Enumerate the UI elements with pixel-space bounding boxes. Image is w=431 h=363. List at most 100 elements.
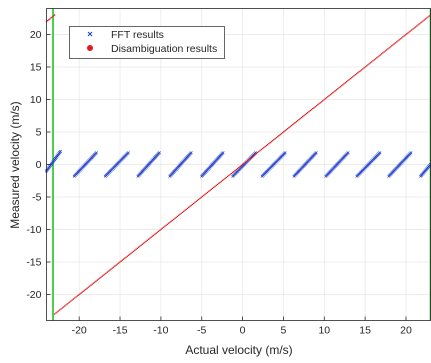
disambiguation-point (253, 154, 255, 157)
disambiguation-point (104, 273, 106, 275)
disambiguation-point (151, 235, 154, 238)
disambiguation-point (385, 49, 388, 51)
disambiguation-point (281, 131, 284, 134)
disambiguation-point (112, 266, 115, 268)
disambiguation-point (382, 52, 384, 54)
disambiguation-point (236, 167, 239, 170)
legend-label-disambiguation: Disambiguation results (111, 43, 217, 55)
disambiguation-point (152, 234, 155, 237)
disambiguation-point (374, 58, 377, 60)
disambiguation-point (304, 113, 306, 116)
x-tick-label: 20 (400, 325, 412, 337)
disambiguation-point (167, 222, 170, 225)
disambiguation-point (420, 21, 423, 23)
disambiguation-point (99, 277, 101, 279)
disambiguation-point (55, 312, 57, 314)
y-axis-label: Measured velocity (m/s) (8, 101, 22, 228)
disambiguation-point (284, 129, 286, 132)
disambiguation-point (291, 123, 294, 126)
disambiguation-point (320, 100, 323, 103)
disambiguation-point (225, 176, 228, 179)
disambiguation-point (144, 241, 146, 243)
disambiguation-point (413, 27, 415, 29)
disambiguation-point (276, 135, 279, 138)
disambiguation-point (235, 168, 238, 171)
disambiguation-point (417, 24, 419, 26)
disambiguation-point (56, 311, 58, 313)
disambiguation-point (142, 242, 145, 244)
disambiguation-point (357, 72, 359, 74)
disambiguation-point (308, 110, 310, 113)
disambiguation-point (223, 178, 225, 181)
disambiguation-point (369, 62, 372, 64)
disambiguation-point (403, 35, 405, 37)
disambiguation-point (233, 170, 235, 173)
disambiguation-point (373, 59, 375, 61)
disambiguation-point (296, 119, 299, 122)
legend-box (69, 26, 225, 59)
fft-point (409, 151, 413, 155)
disambiguation-point (344, 82, 347, 84)
disambiguation-point (414, 26, 417, 28)
disambiguation-point (226, 175, 229, 178)
disambiguation-point (423, 19, 425, 21)
disambiguation-point (427, 16, 429, 18)
x-tick-label: 10 (318, 325, 330, 337)
disambiguation-point (51, 16, 54, 18)
disambiguation-point (224, 177, 226, 180)
disambiguation-point (368, 63, 370, 65)
disambiguation-point (301, 115, 304, 118)
fft-point-stroke (94, 151, 98, 155)
disambiguation-point (339, 86, 342, 88)
disambiguation-point (295, 120, 298, 123)
disambiguation-point (174, 217, 176, 220)
disambiguation-point (343, 83, 345, 85)
y-tick-label: -20 (26, 289, 41, 301)
disambiguation-point (240, 164, 243, 167)
disambiguation-point (274, 137, 276, 140)
disambiguation-point (290, 124, 293, 127)
x-tick-label: -10 (153, 325, 168, 337)
disambiguation-point (270, 140, 273, 143)
disambiguation-point (419, 22, 422, 24)
fft-point-stroke (283, 151, 287, 155)
disambiguation-point (350, 77, 353, 79)
disambiguation-point (176, 215, 179, 218)
disambiguation-point (362, 68, 364, 70)
fft-point (378, 151, 382, 155)
fft-point (94, 151, 98, 155)
disambiguation-point (352, 76, 354, 78)
fft-point-stroke (254, 151, 258, 155)
disambiguation-point (190, 204, 192, 207)
disambiguation-point (342, 84, 344, 86)
disambiguation-point (136, 247, 139, 249)
disambiguation-point (117, 262, 120, 264)
disambiguation-point (365, 65, 368, 67)
disambiguation-point (195, 200, 197, 203)
disambiguation-point (210, 188, 213, 191)
disambiguation-point (145, 240, 147, 242)
disambiguation-point (330, 92, 333, 95)
y-tick-label: 15 (30, 62, 42, 74)
disambiguation-point (387, 48, 389, 50)
legend-marker-dot-icon (87, 45, 93, 51)
disambiguation-point (404, 34, 407, 36)
fft-point-stroke (157, 151, 161, 155)
disambiguation-point (205, 192, 208, 195)
disambiguation-point (200, 196, 202, 199)
tick-layer: -20 -15 -10 -5 0 5 10 15 20 -20 -15 -10 -5 0 5 10 15 20 (26, 29, 412, 337)
disambiguation-point (246, 159, 249, 162)
disambiguation-point (162, 226, 165, 229)
disambiguation-point (239, 165, 241, 168)
disambiguation-point (286, 127, 289, 130)
disambiguation-point (333, 90, 335, 93)
disambiguation-point (397, 40, 399, 42)
disambiguation-point (220, 180, 223, 183)
disambiguation-point (86, 287, 88, 289)
disambiguation-point (293, 122, 295, 125)
disambiguation-point (52, 15, 55, 17)
fft-point-stroke (314, 151, 318, 155)
disambiguation-point (372, 60, 374, 62)
disambiguation-point (345, 81, 348, 83)
fft-point (221, 151, 225, 155)
